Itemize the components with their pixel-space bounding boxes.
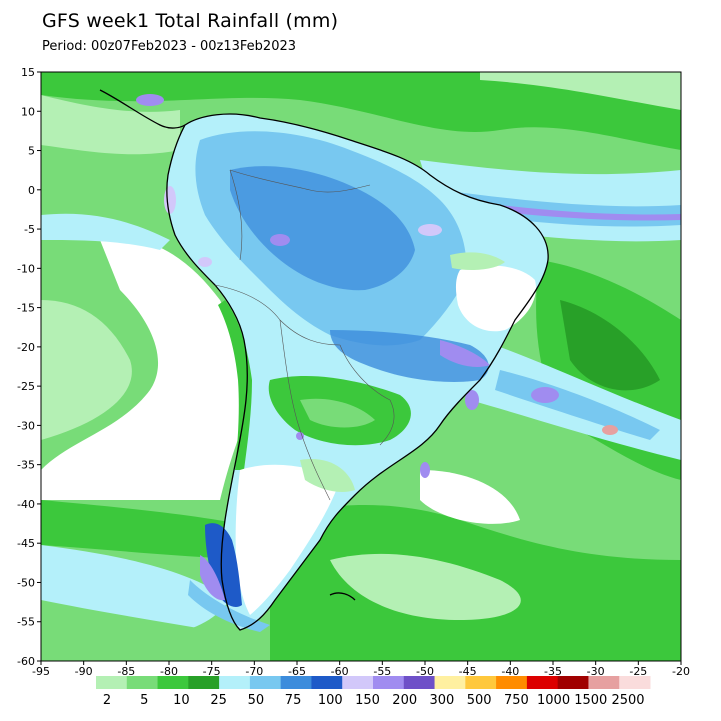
- y-tick-label: -55: [17, 616, 35, 629]
- colorbar-swatch: [526, 676, 559, 689]
- x-tick-label: -40: [501, 665, 519, 678]
- x-tick-label: -85: [117, 665, 135, 678]
- x-tick-label: -60: [331, 665, 349, 678]
- x-tick-label: -95: [32, 665, 50, 678]
- y-tick-label: 15: [21, 66, 35, 79]
- colorbar-label: 75: [285, 693, 302, 708]
- y-axis: 15 10 5 0 -5 -10 -15 -20 -25 -30 -35 -40 -45 -50 -55 -6…: [17, 66, 41, 668]
- y-tick-label: -40: [17, 498, 35, 511]
- colorbar-label: 25: [210, 693, 227, 708]
- y-tick-label: 5: [28, 145, 35, 158]
- y-tick-label: -25: [17, 380, 35, 393]
- x-tick-label: -65: [288, 665, 306, 678]
- colorbar-label: 2500: [611, 693, 644, 708]
- colorbar-swatch: [373, 676, 405, 689]
- colorbar-swatch: [188, 676, 220, 689]
- plot-frame: [40, 71, 682, 662]
- colorbar-swatch: [219, 676, 251, 689]
- colorbar-label: 500: [467, 693, 492, 708]
- map-title: GFS week1 Total Rainfall (mm): [42, 10, 339, 32]
- colorbar-swatch: [311, 676, 343, 689]
- x-tick-label: -45: [459, 665, 477, 678]
- x-tick-label: -55: [373, 665, 391, 678]
- y-tick-label: 10: [21, 105, 35, 118]
- coastline: [99, 89, 549, 631]
- x-tick-label: -35: [544, 665, 562, 678]
- x-tick-label: -90: [75, 665, 93, 678]
- map-period: Period: 00z07Feb2023 - 00z13Feb2023: [42, 39, 297, 54]
- colorbar-label: 5: [140, 693, 148, 708]
- colorbar-swatch: [619, 676, 651, 689]
- y-tick-label: -20: [17, 341, 35, 354]
- x-tick-label: -20: [672, 665, 690, 678]
- x-tick-label: -70: [245, 665, 263, 678]
- colorbar-label: 150: [355, 693, 380, 708]
- x-tick-label: -75: [203, 665, 221, 678]
- colorbar-label: 750: [504, 693, 529, 708]
- colorbar-swatch: [496, 676, 528, 689]
- colorbar-swatch: [126, 676, 159, 689]
- y-tick-label: 0: [28, 184, 35, 197]
- colorbar-swatch: [557, 676, 589, 689]
- y-tick-label: -45: [17, 537, 35, 550]
- colorbar-swatch: [465, 676, 497, 689]
- y-tick-label: -15: [17, 302, 35, 315]
- colorbar-swatch: [157, 676, 189, 689]
- colorbar-label: 1000: [537, 693, 570, 708]
- colorbar-swatch: [96, 676, 128, 689]
- x-tick-label: -80: [160, 665, 178, 678]
- colorbar-label: 2: [103, 693, 111, 708]
- y-tick-label: -10: [17, 262, 35, 275]
- y-tick-label: -60: [17, 655, 35, 668]
- colorbar-swatch: [280, 676, 312, 689]
- colorbar-swatch: [249, 676, 282, 689]
- x-axis: -95 -90 -85 -80 -75 -70 -65 -60 -55 -50 -45 -40 -35 -…: [32, 661, 690, 678]
- colorbar-label: 300: [430, 693, 455, 708]
- colorbar-label: 1500: [574, 693, 607, 708]
- y-tick-label: -5: [24, 223, 35, 236]
- y-tick-label: -50: [17, 576, 35, 589]
- colorbar-label: 200: [392, 693, 417, 708]
- colorbar-label: 50: [248, 693, 265, 708]
- x-tick-label: -30: [587, 665, 605, 678]
- x-tick-label: -50: [416, 665, 434, 678]
- x-tick-label: -25: [629, 665, 647, 678]
- colorbar-swatch: [342, 676, 374, 689]
- country-borders: [214, 169, 395, 501]
- colorbar-swatch: [434, 676, 466, 689]
- colorbar-swatch: [403, 676, 436, 689]
- colorbar-label: 100: [318, 693, 343, 708]
- colorbar: 2 5 10 25 50 75 100 150 200 300 500 750 1000 1500 2500: [96, 676, 651, 708]
- y-tick-label: -30: [17, 419, 35, 432]
- rainfall-field: [41, 72, 681, 661]
- colorbar-label: 10: [173, 693, 190, 708]
- y-tick-label: -35: [17, 459, 35, 472]
- colorbar-swatch: [588, 676, 620, 689]
